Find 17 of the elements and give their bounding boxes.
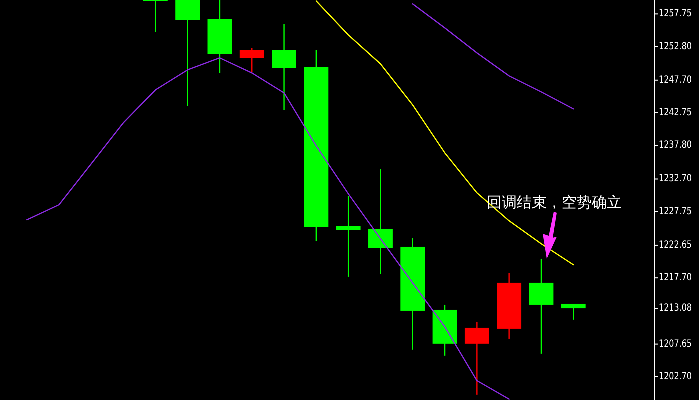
y-tick-label: 1213.08 [659,303,699,314]
y-tick-label: 1257.75 [659,8,699,20]
y-tick-label: 1232.70 [659,174,699,185]
candlestick [143,0,168,33]
y-tick-label: 1227.75 [659,206,699,218]
y-tick-label: 1217.70 [659,272,699,284]
y-tick-label: 1242.75 [659,108,699,119]
annotation: 回调结束，空势确立 [487,194,622,212]
y-tick-label: 1202.70 [659,371,699,382]
candlestick [336,195,361,278]
y-tick-label: 1222.65 [659,240,699,251]
y-tick-label: 1237.80 [659,140,699,152]
line-series [412,4,574,110]
y-tick-label: 1252.80 [659,41,699,52]
line-series [316,0,574,266]
y-tick-label: 1207.65 [659,338,699,350]
y-tick-label: 1247.70 [659,74,699,86]
